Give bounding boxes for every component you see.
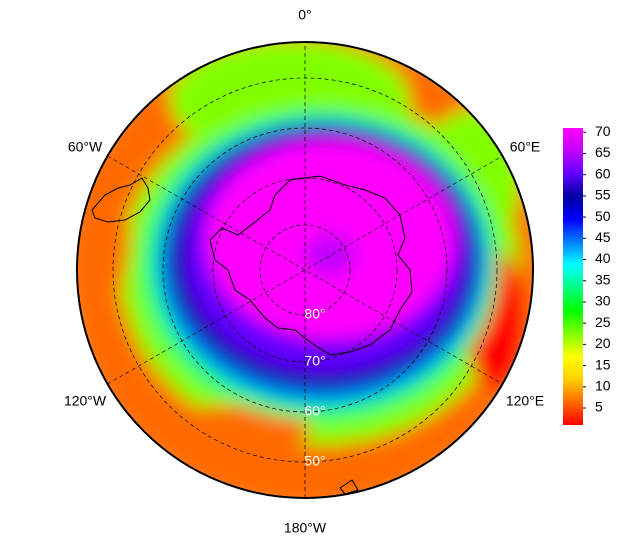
longitude-label: 120°E (506, 393, 544, 409)
colorbar-tick-label: 15 (595, 356, 611, 372)
field-layers (77, 42, 533, 498)
longitude-label: 60°E (510, 139, 541, 155)
colorbar-tick-label: 10 (595, 378, 611, 394)
longitude-label: 0° (298, 7, 311, 23)
colorbar-tick-label: 70 (595, 123, 611, 139)
map-overlay (91, 175, 413, 495)
colorbar-tick-label: 30 (595, 293, 611, 309)
longitude-label: 60°W (68, 139, 103, 155)
colorbar-tick-label: 55 (595, 187, 611, 203)
latitude-circle (162, 127, 448, 413)
longitude-label: 180°W (284, 520, 327, 536)
latitude-circle (212, 177, 398, 363)
ozone-field (77, 42, 533, 498)
colorbar-tick-label: 5 (595, 399, 603, 415)
colorbar-tick-label: 60 (595, 165, 611, 181)
meridian (107, 155, 503, 385)
latitude-label: 80° (304, 306, 325, 322)
latitude-label: 50° (304, 453, 325, 469)
colorbar-tick-label: 45 (595, 229, 611, 245)
antarctica-coastline (209, 175, 413, 356)
colorbar-tick-label: 65 (595, 144, 611, 160)
colorbar-tick-label: 40 (595, 250, 611, 266)
south-america-coastline (91, 177, 151, 223)
colorbar-tick-label: 35 (595, 271, 611, 287)
colorbar (563, 128, 583, 425)
colorbar-tick-label: 50 (595, 208, 611, 224)
field-layer (150, 405, 310, 455)
colorbar-tick-label: 20 (595, 335, 611, 351)
latitude-label: 70° (304, 353, 325, 369)
colorbar-tick-label: 25 (595, 314, 611, 330)
field-layer (77, 150, 130, 310)
latitude-label: 60° (304, 403, 325, 419)
longitude-label: 120°W (64, 393, 107, 409)
new-zealand-coastline (339, 479, 359, 495)
